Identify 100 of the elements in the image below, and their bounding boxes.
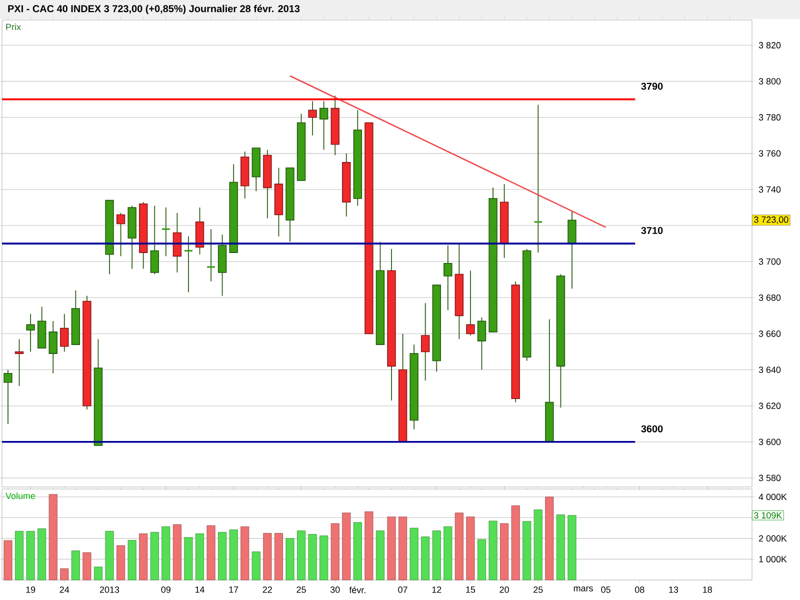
bar: [71, 550, 80, 580]
candlestick: [420, 302, 430, 382]
bar: [26, 530, 35, 580]
y-tick-label: 3 760: [758, 150, 781, 157]
candlestick: [444, 244, 452, 311]
y-tick-label: 3 740: [758, 186, 781, 193]
candlestick: [568, 210, 576, 290]
bar: [218, 532, 227, 580]
x-tick-label: 13: [669, 586, 678, 593]
candlestick: [533, 104, 543, 254]
candlestick: [116, 212, 126, 257]
bar: [568, 515, 576, 580]
x-tick-label: 09: [161, 586, 170, 593]
candlestick: [184, 236, 194, 293]
ref-line-label: 3710: [641, 226, 663, 234]
y-tick-label: 3 600: [758, 438, 781, 446]
bar: [387, 516, 396, 580]
bar: [522, 521, 532, 580]
bar: [263, 533, 272, 580]
candlestick: [477, 317, 486, 370]
y-tick-label: 3 580: [758, 474, 781, 482]
candlestick: [319, 100, 328, 150]
y-tick-label: 4 000K: [758, 494, 787, 500]
y-axis-title: Prix: [6, 24, 21, 30]
bar: [274, 533, 283, 580]
x-tick-label: 14: [195, 586, 204, 593]
bar: [105, 530, 114, 580]
bar: [308, 534, 317, 580]
x-tick-label: 08: [635, 586, 644, 593]
bar: [398, 516, 408, 580]
bar: [15, 530, 24, 580]
x-tick-label: 05: [601, 586, 610, 593]
y-tick-label: 3 660: [758, 330, 781, 337]
bar: [320, 536, 328, 580]
candlestick: [60, 313, 69, 352]
bar: [172, 524, 182, 580]
bar: [342, 512, 351, 580]
bar: [94, 566, 102, 580]
bar: [432, 530, 441, 580]
bar: [330, 523, 340, 580]
bar: [139, 533, 148, 580]
bar: [48, 494, 58, 580]
bar: [364, 511, 374, 580]
bar: [286, 538, 294, 580]
x-tick-label: 07: [398, 586, 408, 593]
candlestick: [48, 320, 58, 374]
x-tick-label: 30: [330, 586, 340, 593]
x-tick-label: 12: [432, 586, 442, 593]
x-tick-label: mars: [574, 586, 593, 592]
bar: [252, 552, 260, 580]
x-tick-label: 24: [60, 586, 70, 593]
text: 3 109K: [754, 512, 782, 519]
chart-title: PXI - CAC 40 INDEX 3 723,00 (+0,85%) Journalier 28 févr. 2013: [8, 4, 300, 14]
y-tick-label: 3 780: [758, 114, 781, 121]
bar: [116, 545, 126, 580]
x-tick-label: févr.: [349, 586, 366, 594]
bar: [444, 526, 452, 580]
bar: [488, 520, 498, 580]
bar: [534, 510, 542, 580]
y-tick-label: 3 700: [758, 258, 781, 265]
bar: [60, 568, 69, 580]
bar: [38, 528, 46, 580]
candlestick: [308, 100, 317, 136]
x-tick-label: 22: [262, 586, 272, 593]
candlestick: [466, 270, 475, 336]
bar: [421, 536, 430, 580]
x-tick-label: 15: [466, 586, 476, 593]
candlestick: [150, 205, 159, 275]
y-tick-label: 3 680: [758, 294, 781, 301]
ref-line-label: 3790: [641, 82, 663, 90]
ref-line-label: 3600: [641, 425, 663, 432]
y-axis-title: Volume: [6, 492, 36, 500]
bar: [545, 496, 554, 580]
x-tick-label: 20: [500, 586, 509, 593]
y-tick-label: 3 640: [758, 366, 781, 373]
y-tick-label: 1 000K: [759, 556, 787, 562]
y-tick-label: 3 620: [758, 402, 781, 410]
candlestick: [206, 228, 216, 282]
y-tick-label: 3 800: [758, 78, 781, 84]
y-tick-label: 3 820: [758, 42, 781, 48]
bar: [162, 526, 170, 580]
bar: [206, 525, 216, 580]
candlestick: [14, 338, 24, 386]
bar: [195, 533, 204, 580]
bar: [556, 514, 565, 580]
bar: [150, 532, 159, 580]
x-tick-label: 25: [296, 586, 306, 593]
candlestick: [161, 207, 171, 257]
y-tick-label: 2 000K: [758, 535, 787, 542]
bar: [477, 539, 486, 580]
bar: [511, 505, 520, 580]
bar: [454, 512, 464, 580]
x-tick-label: 18: [703, 586, 712, 593]
x-tick-label: 25: [534, 586, 543, 593]
bar: [466, 516, 475, 580]
bar: [500, 523, 509, 580]
bar: [184, 537, 193, 580]
text: 3 723,00: [754, 216, 788, 224]
x-tick-label: 19: [26, 586, 36, 593]
x-tick-label: 17: [229, 586, 238, 593]
